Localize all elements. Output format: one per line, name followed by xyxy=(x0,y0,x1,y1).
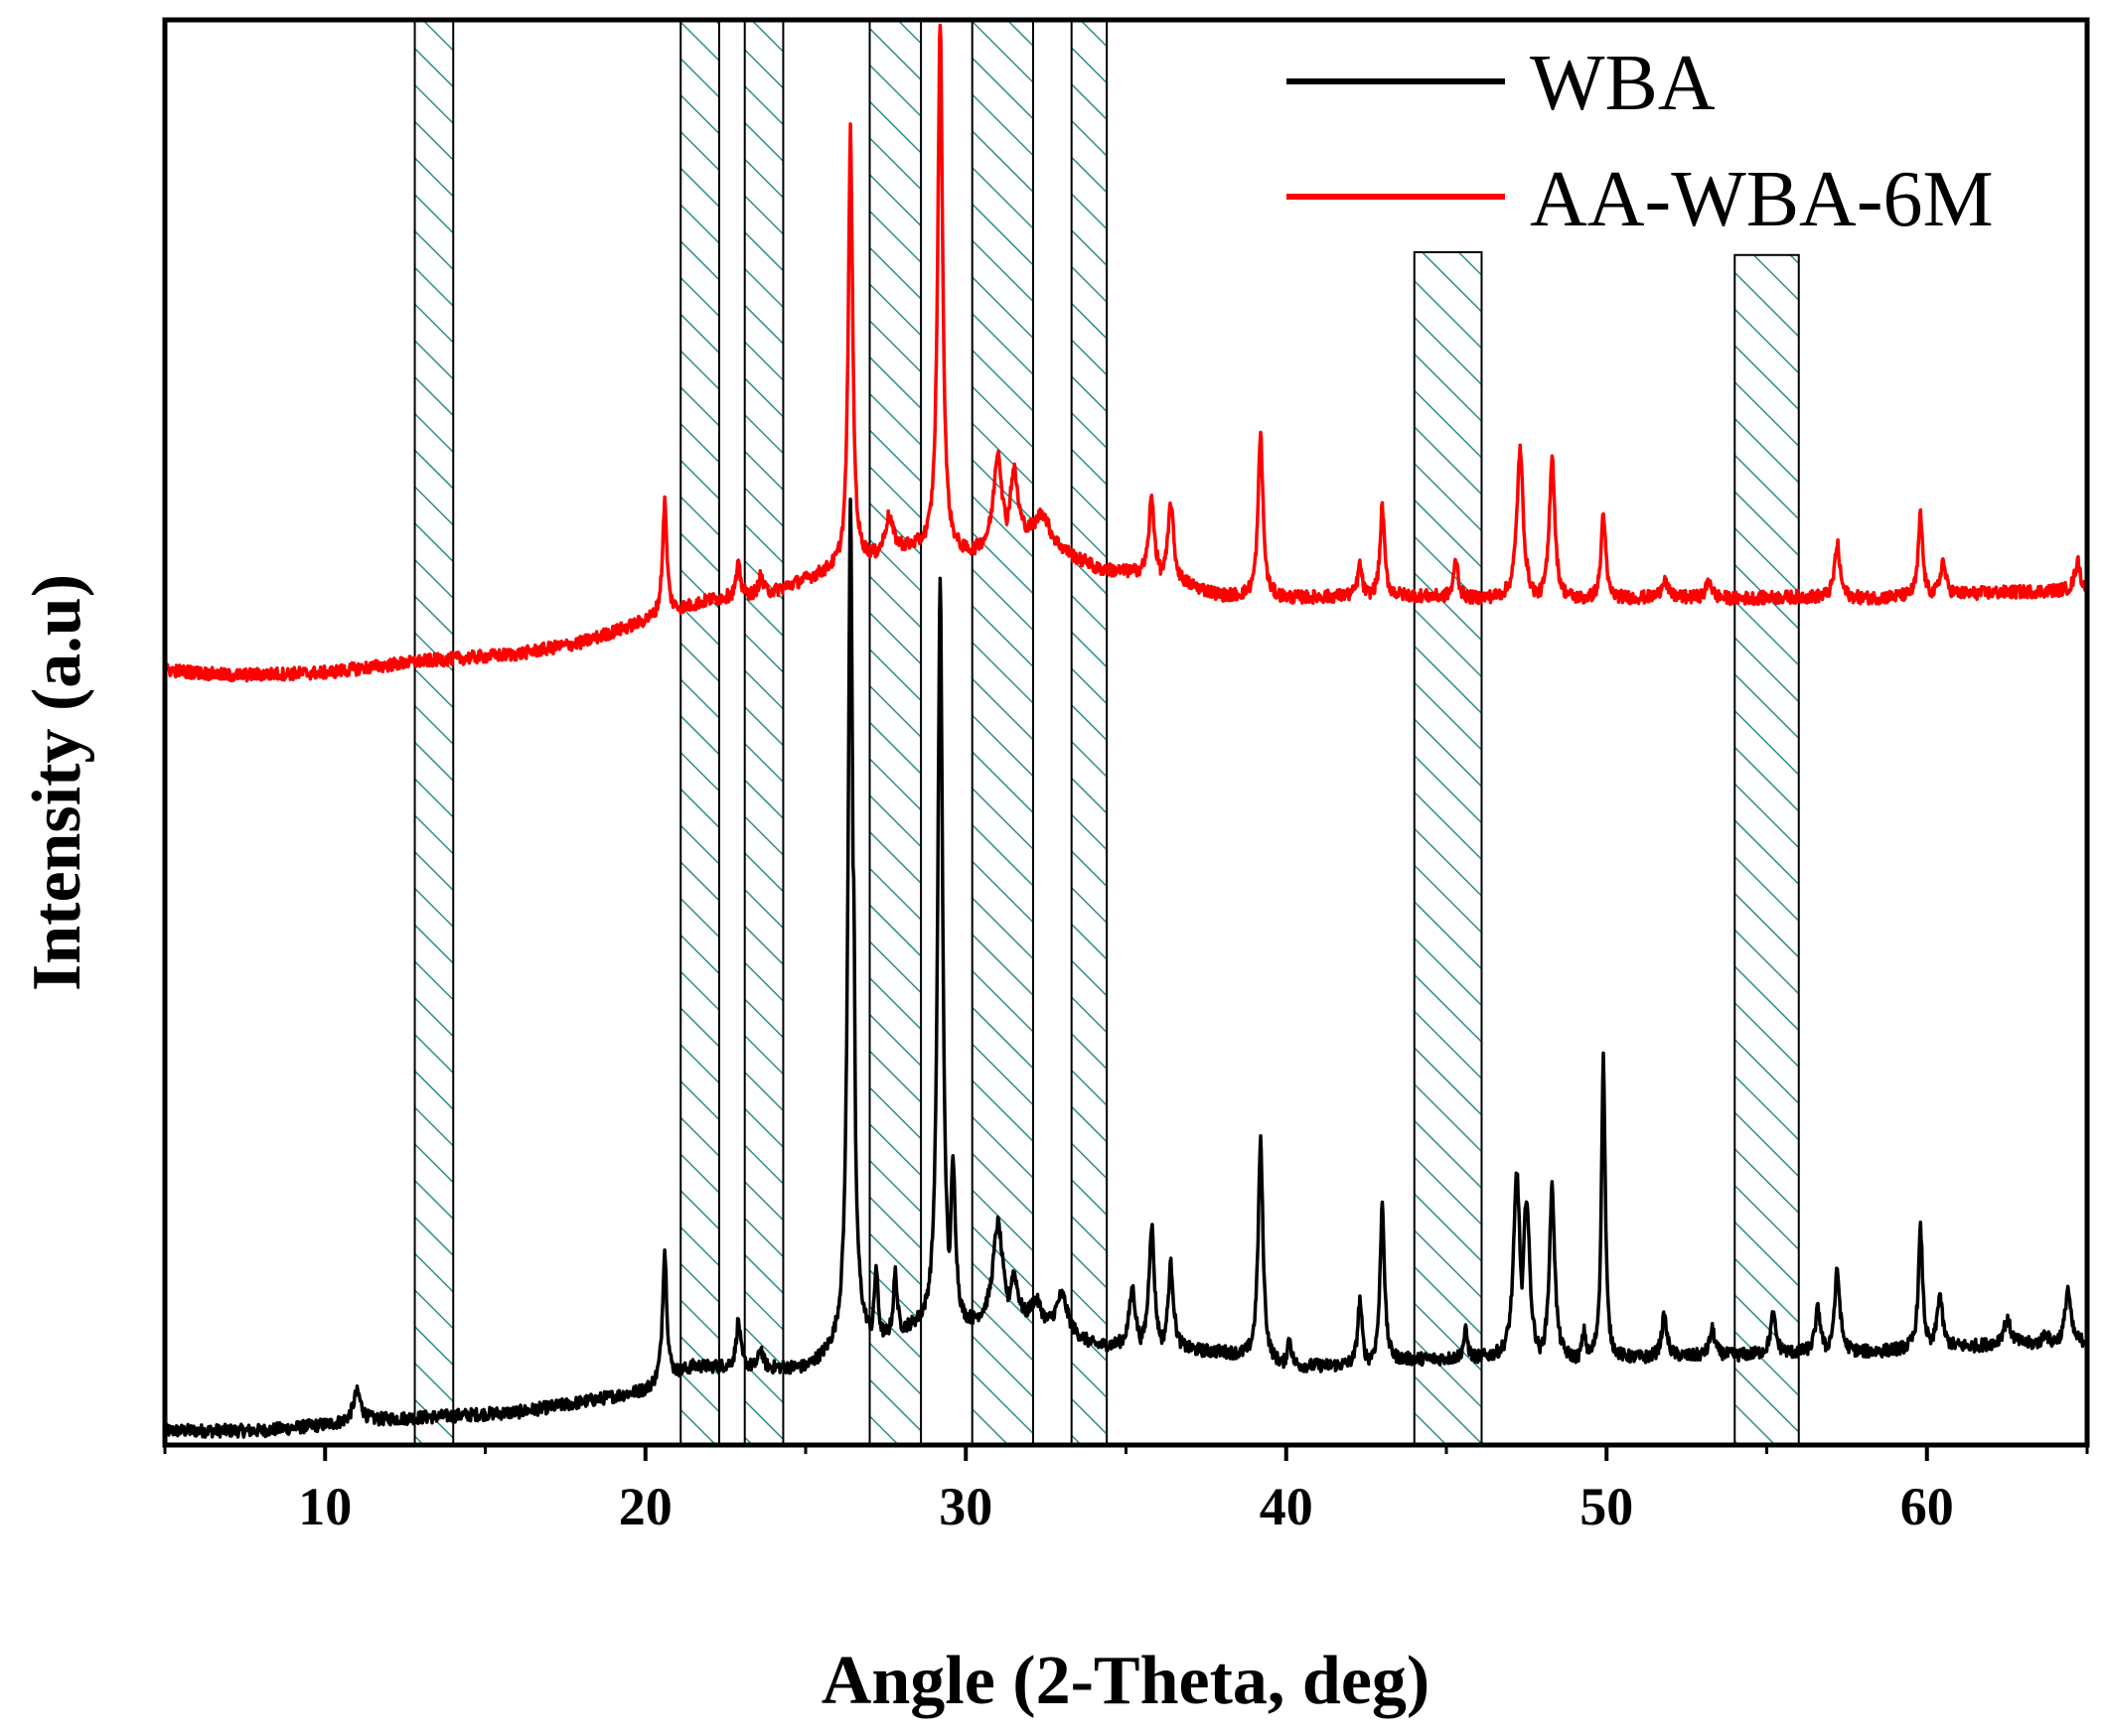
hatched-band xyxy=(679,19,720,1446)
hatched-band xyxy=(971,19,1034,1446)
legend-label-wba: WBA xyxy=(1530,40,1716,127)
x-tick-label: 40 xyxy=(1260,1477,1313,1536)
x-tick-label: 30 xyxy=(939,1477,992,1536)
hatched-band xyxy=(743,19,785,1446)
hatched-band xyxy=(413,19,455,1446)
series-line-aa-wba-6m xyxy=(165,23,2087,683)
legend: WBA AA-WBA-6M xyxy=(1286,40,1994,243)
x-tick-label: 50 xyxy=(1579,1477,1633,1536)
x-tick-label: 10 xyxy=(298,1477,352,1536)
hatched-band xyxy=(868,19,923,1446)
hatched-bands xyxy=(413,19,1800,1446)
data-lines xyxy=(165,23,2087,1439)
x-tick-label: 60 xyxy=(1900,1477,1954,1536)
y-axis-label: Intensity (a.u) xyxy=(19,574,95,991)
hatched-band xyxy=(1733,253,1800,1446)
legend-label-aa-wba-6m: AA-WBA-6M xyxy=(1530,156,1994,243)
hatched-band xyxy=(1413,250,1483,1446)
x-tick-label: 20 xyxy=(619,1477,673,1536)
hatched-band xyxy=(1070,19,1109,1446)
x-axis-ticks: 10 20 30 40 50 60 xyxy=(163,1445,2089,1536)
series-line-wba xyxy=(165,497,2087,1439)
x-axis-label: Angle (2-Theta, deg) xyxy=(822,1643,1429,1719)
